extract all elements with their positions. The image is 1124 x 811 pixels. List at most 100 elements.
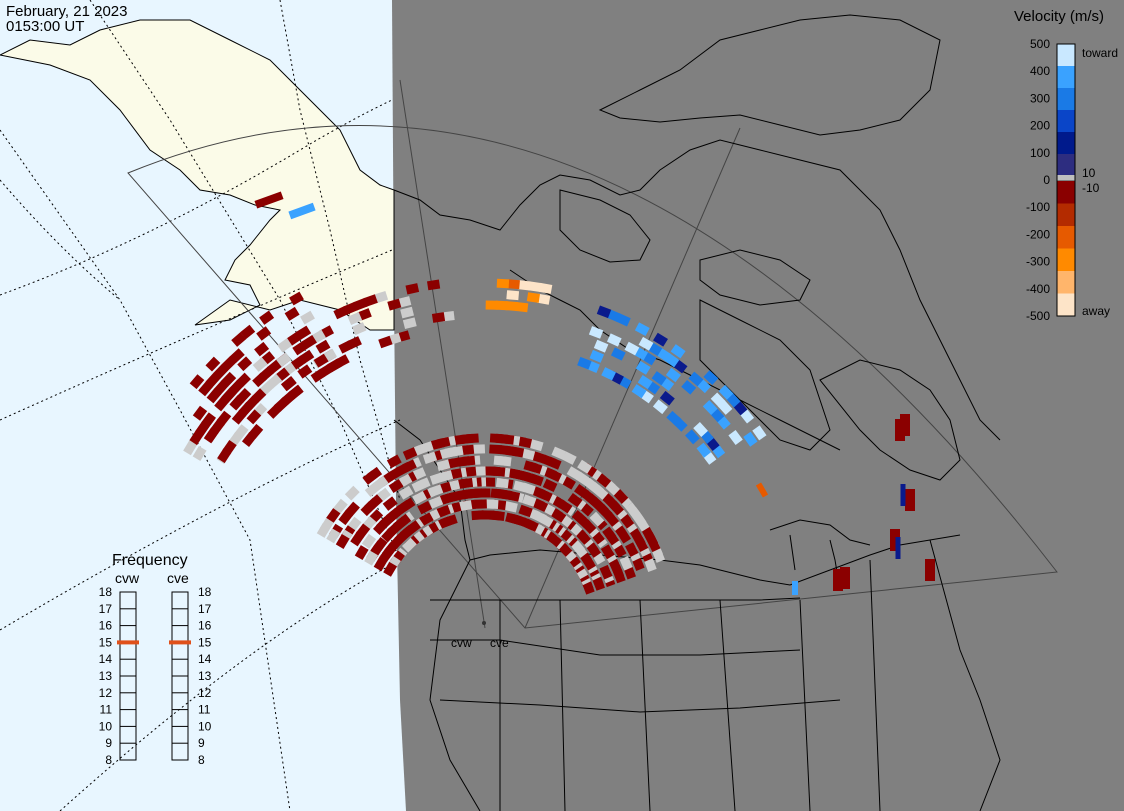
velocity-cell <box>254 341 270 357</box>
frequency-tick-right: 11 <box>198 703 211 717</box>
velocity-cell <box>792 581 798 595</box>
colorbar-segment <box>1057 132 1075 155</box>
velocity-cell <box>412 491 427 505</box>
velocity-cell <box>499 445 513 456</box>
colorbar-tick-label: 100 <box>1030 146 1050 160</box>
colorbar-tick-label: -500 <box>1026 309 1050 323</box>
velocity-cell <box>439 447 453 460</box>
coastlines-and-borders <box>393 14 1001 811</box>
colorbar-tick-label: 300 <box>1030 91 1050 105</box>
velocity-cell <box>471 510 484 521</box>
velocity-cell <box>373 520 388 535</box>
velocity-cell <box>192 446 207 461</box>
velocity-cell <box>693 422 708 437</box>
colorbar-zero-band <box>1057 175 1075 180</box>
velocity-cell <box>474 499 487 509</box>
velocity-cell <box>237 356 253 372</box>
velocity-cell <box>659 390 675 406</box>
frequency-tick-left: 11 <box>100 703 113 717</box>
velocity-cell <box>362 470 378 485</box>
velocity-cell <box>361 533 377 549</box>
velocity-cell <box>542 478 558 493</box>
velocity-cell <box>523 460 538 473</box>
velocity-cell <box>364 482 380 498</box>
velocity-cell <box>596 305 612 319</box>
velocity-cell <box>333 306 349 320</box>
velocity-cell <box>378 335 393 349</box>
colorbar-segment <box>1057 203 1075 227</box>
velocity-cell <box>610 347 626 361</box>
velocity-cell <box>696 442 712 458</box>
velocity-cell <box>292 341 308 356</box>
velocity-cell <box>398 485 414 500</box>
velocity-cell <box>411 479 427 493</box>
colorbar-tick-label: 0 <box>1043 173 1050 187</box>
legend-title: Velocity (m/s) <box>1014 8 1104 25</box>
velocity-cell <box>631 384 647 399</box>
velocity-cell <box>313 353 329 368</box>
velocity-cell <box>513 480 528 493</box>
frequency-tick-left: 8 <box>105 753 112 767</box>
velocity-cell <box>496 278 510 289</box>
velocity-cell <box>651 371 667 386</box>
frequency-tick-left: 13 <box>99 669 113 683</box>
velocity-cell <box>347 312 363 325</box>
frequency-marker-cve <box>169 640 191 645</box>
velocity-cell <box>373 290 389 304</box>
velocity-cell <box>252 372 268 388</box>
velocity-cell <box>703 370 719 385</box>
alaska-daylight-landmass <box>0 19 395 331</box>
velocity-cell <box>302 335 317 349</box>
velocity-cell <box>665 367 681 383</box>
velocity-cell <box>599 564 613 580</box>
velocity-cell <box>638 336 654 351</box>
velocity-cell <box>752 425 767 441</box>
velocity-cell <box>419 441 434 454</box>
velocity-cell <box>288 202 316 220</box>
velocity-cell <box>925 559 935 581</box>
frequency-tick-right: 14 <box>198 652 212 666</box>
colorbar-segment <box>1057 110 1075 133</box>
velocity-cell <box>335 534 350 549</box>
velocity-cell <box>596 473 612 488</box>
velocity-cell <box>316 522 331 538</box>
frequency-panel: Frequency cvw cve 18 18 17 17 16 16 15 15 14 14 13… <box>99 552 212 767</box>
velocity-cell <box>284 306 300 321</box>
velocity-cell <box>343 301 358 315</box>
velocity-cell <box>189 374 205 390</box>
velocity-cell <box>495 477 509 489</box>
velocity-cell <box>405 283 420 295</box>
colorbar-tick-labels: 500 400 300 200 100 0 -100 -200 -300 -400 -500 <box>1026 37 1050 323</box>
radar-label-cve: cve <box>490 636 509 650</box>
colorbar-segment <box>1057 44 1075 67</box>
velocity-cell <box>526 292 540 303</box>
velocity-cell <box>230 394 245 410</box>
velocity-cell <box>364 550 379 566</box>
velocity-cell <box>602 526 617 542</box>
velocity-cell <box>495 300 508 311</box>
velocity-cell <box>333 498 348 514</box>
velocity-cell <box>641 526 656 542</box>
velocity-cell <box>214 396 229 412</box>
velocity-cell <box>625 502 640 518</box>
velocity-cell <box>213 364 229 380</box>
velocity-cell <box>574 484 589 499</box>
velocity-cell <box>297 364 313 379</box>
velocity-cell <box>276 352 292 368</box>
velocity-cell <box>417 500 433 515</box>
velocity-cell <box>613 489 629 504</box>
velocity-cell <box>833 569 843 591</box>
velocity-cell <box>363 294 378 307</box>
colorbar-segment <box>1057 293 1075 317</box>
velocity-cell <box>326 528 341 544</box>
velocity-cell <box>577 356 592 370</box>
velocity-cell <box>205 356 221 372</box>
velocity-cell <box>248 423 264 439</box>
colorbar-frame <box>1056 43 1076 317</box>
colorbar-tick-label: -300 <box>1026 255 1050 269</box>
velocity-cell <box>489 433 503 444</box>
velocity-cell <box>588 326 604 339</box>
velocity-cell <box>743 431 758 447</box>
velocity-cell <box>593 339 609 353</box>
velocity-cell <box>653 332 668 347</box>
